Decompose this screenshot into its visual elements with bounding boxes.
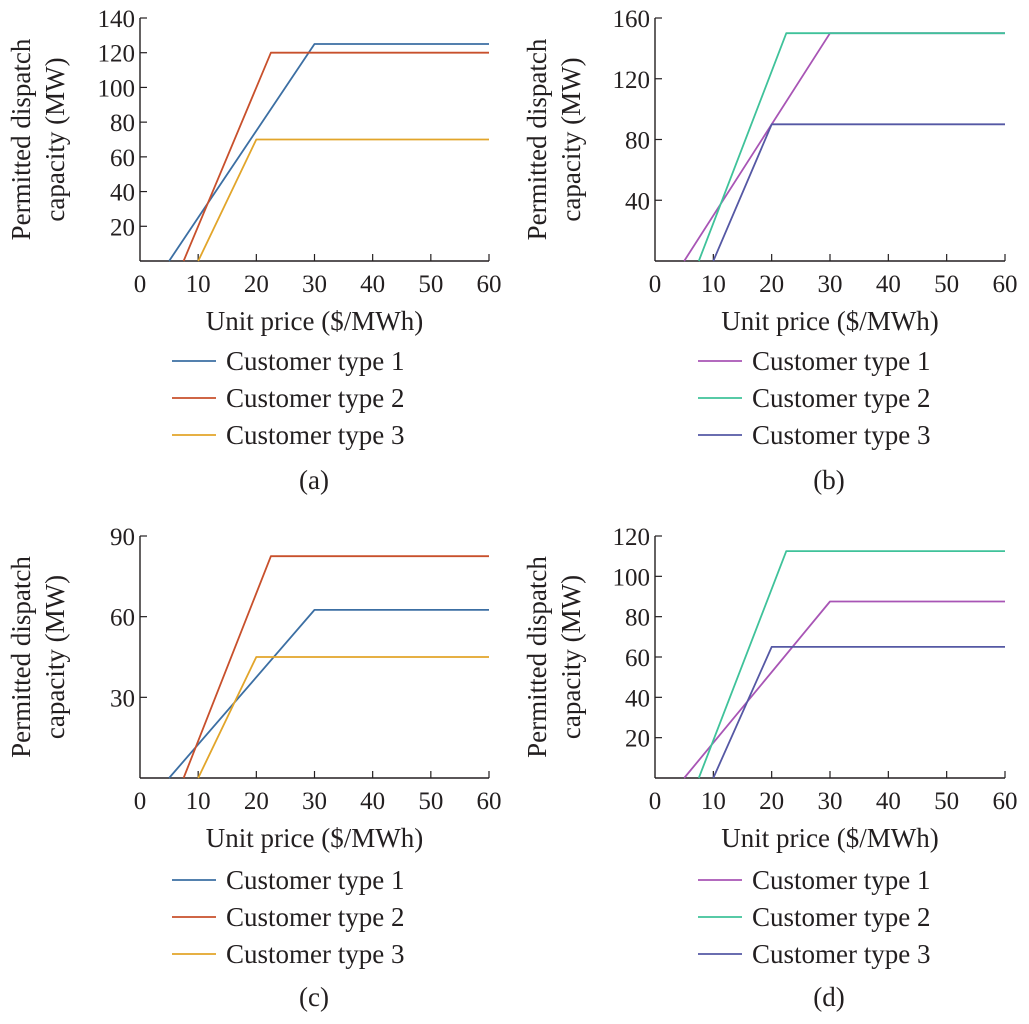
x-tick-label: 0 (134, 271, 147, 298)
x-tick-label: 0 (649, 788, 662, 815)
x-tick-label: 20 (759, 788, 784, 815)
chart-panel-d: 0 10 20 30 40 50 60 20 40 60 80 100 120 Permitted dis… (522, 524, 1018, 1012)
panel-label: (d) (813, 982, 844, 1012)
y-axis-label: capacity (MW) (556, 57, 586, 221)
x-axis-label: Unit price ($/MWh) (206, 823, 423, 853)
legend-label: Customer type 2 (752, 383, 930, 413)
y-tick-label: 40 (625, 685, 650, 712)
y-tick-label: 160 (613, 6, 651, 33)
y-axis-label: Permitted dispatch (6, 38, 36, 240)
y-tick-label: 40 (110, 180, 135, 207)
x-tick-label: 50 (418, 788, 443, 815)
legend-label: Customer type 3 (226, 939, 404, 969)
x-tick-label: 10 (701, 788, 726, 815)
series-line-customer-type-3 (197, 656, 489, 779)
legend-label: Customer type 1 (226, 865, 404, 895)
x-tick-label: 50 (934, 271, 959, 298)
y-tick-label: 120 (613, 524, 651, 551)
y-tick-label: 60 (625, 645, 650, 672)
series-line-customer-type-2 (697, 550, 1005, 779)
series-line-customer-type-3 (197, 138, 489, 262)
x-tick-label: 60 (477, 271, 502, 298)
x-tick-label: 40 (360, 788, 385, 815)
series-line-customer-type-1 (683, 600, 1005, 779)
x-axis-label: Unit price ($/MWh) (206, 306, 423, 336)
series-line-customer-type-3 (712, 646, 1005, 779)
x-tick-label: 60 (477, 788, 502, 815)
x-tick-label: 30 (302, 271, 327, 298)
y-tick-label: 80 (625, 605, 650, 632)
x-tick-label: 40 (876, 271, 901, 298)
series-line-customer-type-1 (683, 32, 1005, 262)
y-tick-label: 40 (625, 188, 650, 215)
legend-label: Customer type 1 (752, 865, 930, 895)
legend: Customer type 1 Customer type 2 Customer t… (172, 346, 404, 450)
legend-label: Customer type 2 (752, 902, 930, 932)
y-tick-label: 120 (613, 67, 651, 94)
legend-label: Customer type 1 (752, 346, 930, 376)
x-tick-label: 0 (134, 788, 147, 815)
y-axis-label: capacity (MW) (556, 575, 586, 739)
legend-label: Customer type 2 (226, 383, 404, 413)
x-tick-label: 20 (244, 271, 269, 298)
x-axis-label: Unit price ($/MWh) (721, 823, 938, 853)
legend: Customer type 1 Customer type 2 Customer t… (698, 865, 930, 969)
x-tick-label: 0 (649, 271, 662, 298)
chart-panel-a: 0 10 20 30 40 50 60 20 40 60 80 100 120 140 Permitted … (6, 6, 502, 495)
x-tick-label: 60 (993, 271, 1018, 298)
x-tick-label: 20 (759, 271, 784, 298)
x-tick-label: 50 (418, 271, 443, 298)
y-tick-label: 80 (625, 128, 650, 155)
chart-panel-c: 0 10 20 30 40 50 60 30 60 90 Permitted dispatch cap… (6, 524, 502, 1012)
x-tick-label: 10 (186, 271, 211, 298)
y-tick-label: 100 (98, 75, 136, 102)
y-tick-label: 60 (110, 605, 135, 632)
x-tick-label: 10 (186, 788, 211, 815)
x-tick-label: 10 (701, 271, 726, 298)
y-axis-label: Permitted dispatch (522, 556, 552, 758)
series-line-customer-type-1 (168, 609, 489, 779)
y-tick-label: 60 (110, 145, 135, 172)
panel-label: (a) (299, 465, 329, 495)
x-tick-label: 30 (302, 788, 327, 815)
y-axis-label: capacity (MW) (40, 57, 70, 221)
y-tick-label: 90 (110, 524, 135, 551)
x-tick-label: 40 (876, 788, 901, 815)
y-tick-label: 20 (110, 214, 135, 241)
x-tick-label: 20 (244, 788, 269, 815)
x-tick-label: 60 (993, 788, 1018, 815)
legend-label: Customer type 1 (226, 346, 404, 376)
y-tick-label: 100 (613, 564, 651, 591)
x-tick-label: 40 (360, 271, 385, 298)
y-axis-label: capacity (MW) (40, 575, 70, 739)
y-axis-label: Permitted dispatch (522, 38, 552, 240)
x-tick-label: 30 (818, 788, 843, 815)
y-tick-label: 30 (110, 685, 135, 712)
legend-label: Customer type 3 (752, 420, 930, 450)
chart-panel-b: 0 10 20 30 40 50 60 40 80 120 160 Permitted dispatc… (522, 6, 1018, 495)
legend-label: Customer type 3 (752, 939, 930, 969)
legend: Customer type 1 Customer type 2 Customer t… (172, 865, 404, 969)
series-line-customer-type-2 (182, 51, 489, 262)
series-line-customer-type-2 (182, 555, 489, 779)
y-axis-label: Permitted dispatch (6, 556, 36, 758)
y-tick-label: 20 (625, 726, 650, 753)
series-line-customer-type-3 (712, 123, 1005, 262)
y-tick-label: 80 (110, 110, 135, 137)
legend-label: Customer type 3 (226, 420, 404, 450)
series-line-customer-type-2 (697, 32, 1005, 262)
x-tick-label: 30 (818, 271, 843, 298)
y-tick-label: 120 (98, 41, 136, 68)
y-tick-label: 140 (98, 6, 136, 33)
legend-label: Customer type 2 (226, 902, 404, 932)
x-tick-label: 50 (934, 788, 959, 815)
panel-label: (c) (299, 982, 329, 1012)
series-line-customer-type-1 (168, 43, 489, 262)
x-axis-label: Unit price ($/MWh) (721, 306, 938, 336)
panel-label: (b) (813, 465, 844, 495)
legend: Customer type 1 Customer type 2 Customer t… (698, 346, 930, 450)
